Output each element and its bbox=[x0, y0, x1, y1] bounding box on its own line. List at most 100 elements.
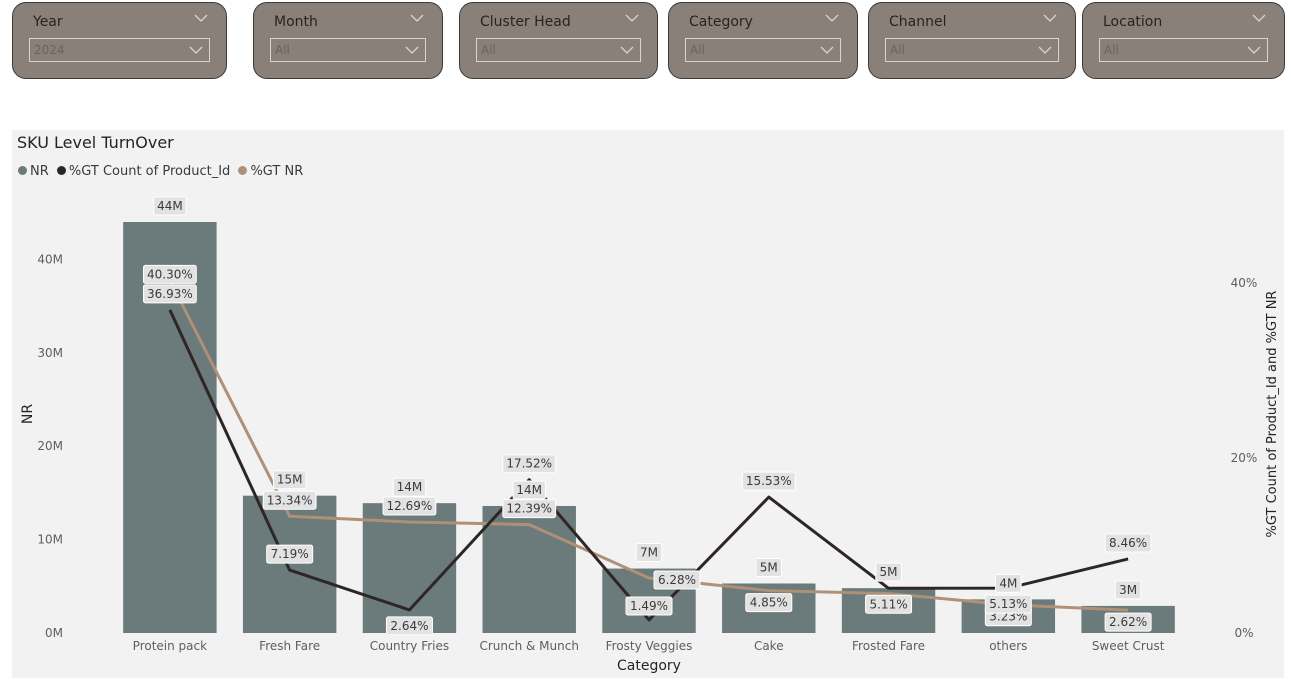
gtnr-value-label-bg bbox=[142, 264, 197, 284]
gtnr-line bbox=[168, 279, 1129, 612]
y-tick-label: 20M bbox=[37, 439, 63, 453]
x-tick-label: Protein pack bbox=[133, 639, 207, 653]
chevron-down-icon bbox=[189, 46, 203, 54]
legend-item-nr[interactable]: NR bbox=[18, 164, 49, 179]
legend-label-nr: NR bbox=[30, 164, 49, 179]
slicer-category-dropdown[interactable]: All bbox=[685, 38, 841, 62]
y-axis-title: NR bbox=[20, 404, 36, 424]
slicer-channel-label: Channel bbox=[889, 14, 947, 30]
legend-item-gtnr[interactable]: %GT NR bbox=[238, 164, 303, 179]
y2-axis-title: %GT Count of Product_Id and %GT NR bbox=[1265, 291, 1280, 538]
bar-value-label-bg bbox=[272, 470, 307, 490]
count-value-label-bg bbox=[266, 544, 314, 564]
slicer-cluster-head-label: Cluster Head bbox=[480, 14, 571, 30]
x-tick-label: Frosted Fare bbox=[852, 639, 925, 653]
legend-dot-count bbox=[56, 166, 66, 175]
legend-label-gtnr: %GT NR bbox=[250, 164, 304, 179]
x-tick-label: others bbox=[989, 639, 1027, 653]
slicer-year-label: Year bbox=[33, 14, 63, 30]
count-value-label-bg bbox=[625, 596, 673, 616]
y-tick-label: 0M bbox=[45, 626, 63, 640]
count-value-label: 36.93% bbox=[147, 287, 193, 301]
bar-value-label-bg bbox=[512, 480, 546, 500]
slicer-category-label: Category bbox=[689, 14, 753, 30]
x-tick-label: Country Fries bbox=[370, 639, 449, 653]
gtnr-value-label: 13.34% bbox=[267, 493, 313, 507]
bar-value-label: 4M bbox=[999, 576, 1017, 590]
chevron-down-icon bbox=[1038, 46, 1052, 54]
gtnr-value-label: 6.28% bbox=[658, 573, 696, 587]
gtnr-value-label-bg bbox=[1104, 612, 1152, 632]
gtnr-value-label-bg bbox=[653, 570, 701, 590]
slicer-cluster-head-dropdown[interactable]: All bbox=[476, 38, 641, 62]
gtnr-value-label: 40.30% bbox=[147, 267, 193, 281]
count-value-label-bg bbox=[142, 284, 197, 304]
count-value-label: 8.46% bbox=[1109, 536, 1147, 550]
y2-tick-label: 0% bbox=[1234, 626, 1253, 640]
legend-dot-gtnr bbox=[238, 166, 248, 175]
gtnr-value-label-bg bbox=[262, 490, 317, 510]
chevron-down-icon[interactable] bbox=[1252, 13, 1266, 23]
bar-value-label: 3M bbox=[1119, 583, 1137, 597]
slicer-cluster-head: Cluster Head All bbox=[459, 2, 658, 79]
count-value-label-bg bbox=[984, 594, 1032, 614]
chevron-down-icon[interactable] bbox=[1043, 13, 1057, 23]
x-tick-label: Sweet Crust bbox=[1092, 639, 1165, 653]
bar-value-label-bg bbox=[635, 543, 663, 563]
bar-value-label: 5M bbox=[760, 560, 778, 574]
legend-label-count: %GT Count of Product_Id bbox=[68, 164, 231, 179]
count-value-label: 2.64% bbox=[390, 619, 428, 633]
x-tick-label: Fresh Fare bbox=[259, 639, 320, 653]
gtnr-value-label: 12.69% bbox=[387, 499, 433, 513]
slicer-channel-value: All bbox=[890, 43, 905, 57]
legend-item-count[interactable]: %GT Count of Product_Id bbox=[56, 164, 231, 179]
slicer-channel: Channel All bbox=[868, 2, 1076, 79]
count-value-label-bg bbox=[502, 454, 557, 474]
chevron-down-icon bbox=[620, 46, 634, 54]
y2-tick-label: 40% bbox=[1231, 276, 1258, 290]
count-value-label: 1.49% bbox=[630, 599, 668, 613]
y-tick-label: 10M bbox=[37, 533, 63, 547]
x-tick-label: Crunch & Munch bbox=[479, 639, 578, 653]
slicer-channel-dropdown[interactable]: All bbox=[885, 38, 1059, 62]
slicer-location-label: Location bbox=[1103, 14, 1163, 30]
bar-value-label-bg bbox=[153, 196, 187, 216]
slicer-category-value: All bbox=[690, 43, 705, 57]
x-tick-label: Frosty Veggies bbox=[606, 639, 693, 653]
gtnr-value-label-bg bbox=[745, 593, 793, 613]
bar-value-label-bg bbox=[755, 557, 783, 577]
bar-value-label-bg bbox=[875, 562, 902, 582]
gtnr-value-label: 2.62% bbox=[1109, 615, 1147, 629]
count-value-label-bg bbox=[865, 594, 913, 614]
chevron-down-icon bbox=[1247, 46, 1261, 54]
bar-value-label: 14M bbox=[397, 480, 423, 494]
bar-value-label: 15M bbox=[277, 473, 303, 487]
count-value-label: 5.13% bbox=[989, 597, 1027, 611]
slicer-location-value: All bbox=[1104, 43, 1119, 57]
count-line bbox=[168, 309, 1129, 622]
slicer-location-dropdown[interactable]: All bbox=[1099, 38, 1268, 62]
chevron-down-icon[interactable] bbox=[194, 13, 208, 23]
slicer-month-label: Month bbox=[274, 14, 318, 30]
count-value-label-bg bbox=[385, 616, 433, 636]
bar-value-label-bg bbox=[1114, 580, 1142, 600]
chevron-down-icon[interactable] bbox=[410, 13, 424, 23]
y-tick-label: 40M bbox=[37, 252, 63, 266]
chevron-down-icon[interactable] bbox=[625, 13, 639, 23]
y-tick-label: 30M bbox=[37, 346, 63, 360]
legend-dot-nr bbox=[18, 166, 27, 175]
bar-value-label: 14M bbox=[516, 483, 542, 497]
slicer-year-dropdown[interactable]: 2024 bbox=[29, 38, 210, 62]
count-value-label: 15.53% bbox=[746, 474, 792, 488]
x-tick-label: Cake bbox=[754, 639, 784, 653]
slicer-category: Category All bbox=[668, 2, 858, 79]
chevron-down-icon[interactable] bbox=[825, 13, 839, 23]
slicer-month-dropdown[interactable]: All bbox=[270, 38, 426, 62]
slicer-location: Location All bbox=[1082, 2, 1285, 79]
gtnr-value-label-bg bbox=[382, 496, 437, 516]
y2-tick-label: 20% bbox=[1231, 451, 1258, 465]
bar-value-label: 44M bbox=[157, 199, 183, 213]
slicer-cluster-head-value: All bbox=[481, 43, 496, 57]
bar-value-label-bg bbox=[995, 573, 1022, 593]
